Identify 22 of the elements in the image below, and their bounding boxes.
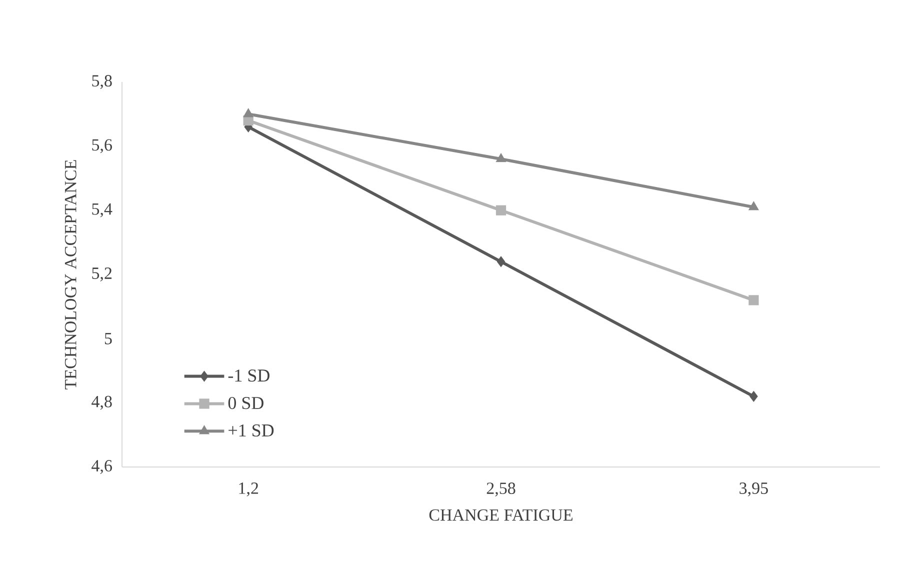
y-tick-label: 5,8 — [92, 75, 112, 89]
point — [748, 295, 759, 306]
legend-label: 0 SD — [228, 396, 264, 410]
x-tick-label: 2,58 — [486, 482, 516, 496]
point — [496, 205, 506, 216]
y-tick-label: 5,2 — [92, 268, 112, 282]
y-tick-label: 5,6 — [92, 139, 112, 154]
point — [496, 152, 506, 162]
y-tick-label: 4,6 — [92, 460, 112, 474]
y-tick-label: 5 — [104, 333, 112, 344]
legend-label: -1 SD — [228, 370, 270, 382]
y-axis-title: TECHNOLOGY ACCEPTANCE — [64, 160, 76, 390]
point — [749, 390, 758, 402]
y-tick-label: 4,8 — [92, 396, 112, 410]
point — [243, 108, 254, 118]
y-tick-label: 5,4 — [92, 203, 112, 218]
point — [496, 256, 506, 268]
point — [748, 201, 759, 210]
x-tick-label: 1,2 — [239, 482, 258, 496]
x-axis-title: CHANGE FATIGUE — [429, 509, 572, 521]
legend-label: +1 SD — [228, 424, 274, 437]
x-tick-label: 3,95 — [740, 482, 768, 496]
